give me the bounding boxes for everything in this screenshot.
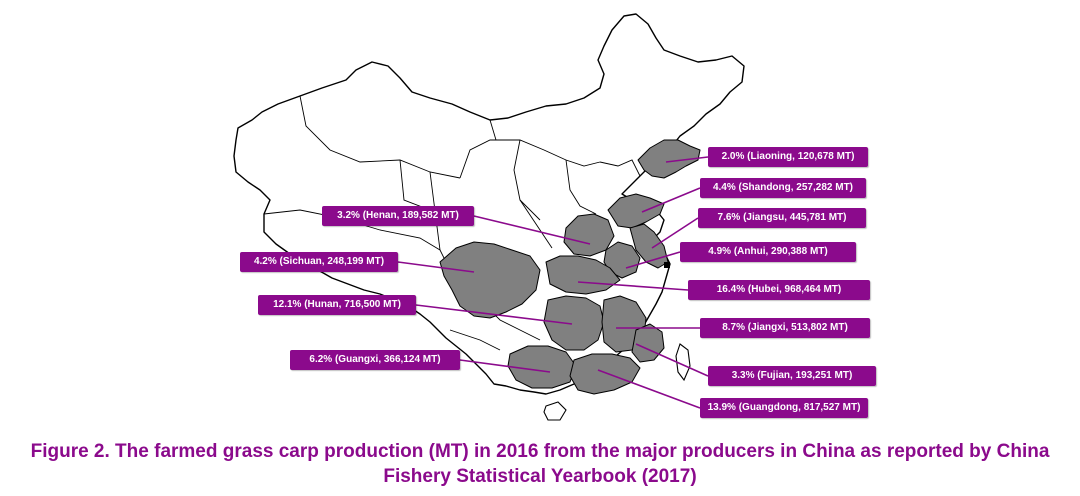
label-fujian: 3.3% (Fujian, 193,251 MT) [708,366,876,386]
label-jiangsu: 7.6% (Jiangsu, 445,781 MT) [698,208,866,228]
china-map [233,13,745,421]
leader-line-henan [473,215,591,245]
label-guangdong: 13.9% (Guangdong, 817,527 MT) [700,398,868,418]
shanghai-marker [664,262,670,268]
province-shandong [607,193,665,229]
label-sichuan: 4.2% (Sichuan, 248,199 MT) [240,252,398,272]
province-fujian [631,323,665,363]
leader-line-hunan [415,304,573,325]
province-guangdong [569,353,641,395]
province-sichuan [439,241,541,319]
producer-provinces [439,139,701,395]
label-jiangxi: 8.7% (Jiangxi, 513,802 MT) [700,318,870,338]
label-anhui: 4.9% (Anhui, 290,388 MT) [680,242,856,262]
province-liaoning [637,139,701,179]
leader-line-guangxi [459,359,551,373]
leader-line-guangdong [597,369,701,409]
province-hunan [543,295,605,351]
leader-lines [397,156,709,409]
label-henan: 3.2% (Henan, 189,582 MT) [322,206,474,226]
label-liaoning: 2.0% (Liaoning, 120,678 MT) [708,147,868,167]
taiwan-island [675,343,691,382]
label-shandong: 4.4% (Shandong, 257,282 MT) [700,178,866,198]
leader-line-sichuan [397,261,475,273]
label-guangxi: 6.2% (Guangxi, 366,124 MT) [290,350,460,370]
province-henan [563,213,615,257]
leader-line-anhui [625,251,681,269]
china-outline [233,13,745,395]
label-hunan: 12.1% (Hunan, 716,500 MT) [258,295,416,315]
leader-line-jiangsu [651,217,699,249]
label-hubei: 16.4% (Hubei, 968,464 MT) [688,280,870,300]
figure-caption: Figure 2. The farmed grass carp producti… [30,441,1050,487]
leader-line-fujian [635,343,709,377]
leader-line-hubei [577,281,689,291]
province-guangxi [507,345,577,389]
leader-line-shandong [641,187,701,213]
hainan-island [543,401,567,421]
leader-line-liaoning [665,156,709,163]
